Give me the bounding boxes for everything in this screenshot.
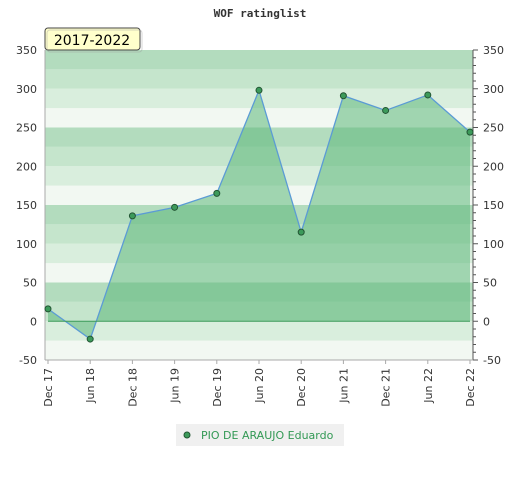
y-tick-label-right: -50 [483,354,501,367]
data-point [128,212,136,220]
x-tick-label: Dec 20 [295,368,308,407]
legend-marker [183,431,191,439]
y-tick-label-left: 300 [16,83,37,96]
grid-band [45,50,473,70]
data-point [255,86,263,94]
x-tick-label: Dec 18 [126,368,139,407]
chart-title: WOF ratinglist [214,7,307,20]
data-point [424,91,432,99]
legend-label: PIO DE ARAUJO Eduardo [201,429,334,442]
series-area-fill [48,90,470,340]
x-tick-label: Dec 19 [211,368,224,407]
grid-band [45,340,473,360]
x-tick-label: Dec 17 [42,368,55,407]
grid-band [45,69,473,89]
data-point [339,92,347,100]
x-tick-label: Dec 21 [380,368,393,407]
y-tick-label-left: 0 [30,315,37,328]
axes: -50 -50 0 0 50 50 100 100 150 150 200 200 250 250 300 3… [16,44,504,407]
grid-band [45,321,473,341]
data-point [466,128,474,136]
y-tick-label-right: 50 [483,277,497,290]
y-tick-label-right: 300 [483,83,504,96]
y-tick-label-right: 200 [483,160,504,173]
x-tick-label: Jun 21 [337,368,350,404]
period-badge-text: 2017-2022 [54,33,130,49]
data-point [382,106,390,114]
y-tick-label-left: 350 [16,44,37,57]
x-tick-label: Jun 18 [84,368,97,404]
data-point [213,189,221,197]
y-tick-label-left: 100 [16,238,37,251]
y-tick-label-right: 100 [483,238,504,251]
x-tick-label: Jun 22 [422,368,435,404]
y-tick-label-left: -50 [19,354,37,367]
y-tick-label-left: 50 [23,277,37,290]
legend: PIO DE ARAUJO Eduardo [176,424,344,446]
period-badge: 2017-2022 [44,27,143,53]
data-point [297,228,305,236]
x-tick-label: Dec 22 [464,368,477,407]
series-points [44,86,474,343]
y-tick-label-left: 150 [16,199,37,212]
data-point [44,305,52,313]
y-tick-label-right: 350 [483,44,504,57]
y-tick-label-right: 0 [483,315,490,328]
data-point [171,203,179,211]
y-tick-label-right: 150 [483,199,504,212]
data-point [86,335,94,343]
x-tick-label: Jun 19 [169,368,182,404]
y-tick-label-right: 250 [483,122,504,135]
y-tick-label-left: 200 [16,160,37,173]
x-tick-label: Jun 20 [253,368,266,404]
y-tick-label-left: 250 [16,122,37,135]
